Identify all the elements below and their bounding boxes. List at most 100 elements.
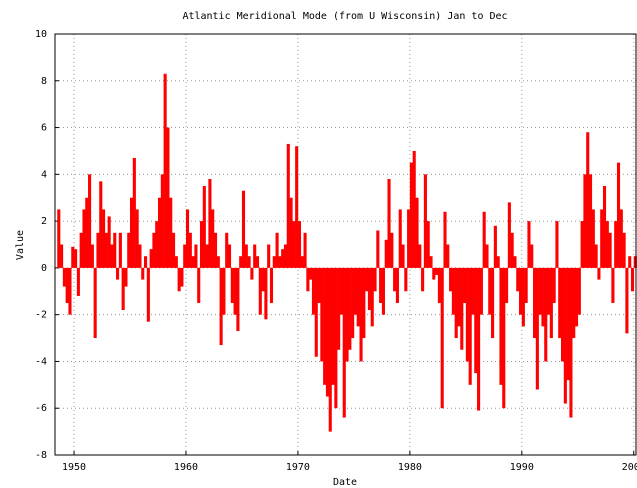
bar (628, 256, 632, 268)
bar (90, 244, 94, 268)
bar (527, 221, 531, 268)
bar (185, 209, 190, 268)
bar (549, 267, 553, 339)
bar (586, 132, 590, 268)
bar (362, 267, 366, 339)
bar (533, 267, 537, 339)
bar (149, 249, 153, 268)
bar (127, 232, 131, 268)
bar (88, 174, 92, 268)
bar (538, 267, 542, 315)
bar (395, 267, 399, 303)
bar (244, 244, 248, 268)
bar (460, 267, 464, 350)
bar (477, 267, 481, 411)
bar (381, 267, 385, 315)
bar (373, 267, 377, 292)
bar (463, 267, 467, 303)
bar (611, 267, 615, 303)
bar (303, 232, 307, 268)
bar (437, 267, 441, 303)
bar (76, 267, 80, 296)
bar (169, 197, 173, 268)
bar (345, 267, 349, 362)
bar (160, 174, 164, 268)
y-tick-label: 4 (41, 169, 47, 180)
bar (230, 267, 234, 303)
bar (555, 221, 559, 268)
y-tick-label: -8 (35, 450, 47, 461)
bar (493, 225, 497, 268)
bar (208, 179, 212, 268)
bar (530, 244, 534, 268)
bar (286, 143, 290, 268)
bar (614, 221, 618, 268)
bar (107, 216, 111, 268)
bar (96, 232, 100, 268)
bar (297, 221, 302, 268)
bar (183, 244, 187, 268)
bar (121, 267, 125, 310)
bar (132, 157, 136, 268)
bar (331, 267, 335, 385)
bar (471, 267, 475, 315)
bar (197, 267, 201, 303)
bar (569, 267, 573, 418)
bar (311, 267, 316, 315)
bar (65, 267, 69, 303)
bar (320, 267, 324, 362)
bar (435, 267, 439, 275)
bar (376, 230, 380, 268)
bar (93, 267, 97, 339)
bar (491, 267, 495, 339)
bar (337, 267, 341, 350)
bar (502, 267, 506, 409)
bar (398, 209, 402, 268)
bar (404, 267, 408, 292)
bar (513, 256, 517, 268)
bar (60, 244, 64, 268)
bar (630, 267, 635, 292)
bar (99, 181, 103, 268)
bar (250, 267, 254, 280)
bar (85, 197, 89, 268)
bar (619, 209, 623, 268)
y-tick-label: 10 (35, 29, 47, 40)
bar (306, 267, 310, 292)
bar (633, 256, 637, 268)
bar (574, 267, 579, 327)
bar (275, 232, 279, 268)
bar (211, 209, 215, 268)
bar (544, 267, 548, 362)
bar (547, 267, 551, 315)
bar (216, 256, 220, 268)
bar (510, 232, 514, 268)
bar (62, 267, 66, 287)
bar (253, 244, 257, 268)
bar (558, 267, 562, 339)
bar (440, 267, 444, 409)
bar (118, 232, 122, 268)
x-tick-label: 1990 (510, 462, 534, 473)
bar (166, 127, 170, 268)
bar (505, 267, 509, 303)
bar (485, 244, 489, 268)
bar (387, 179, 391, 268)
bar (272, 256, 276, 268)
bar (205, 244, 209, 268)
bar (454, 267, 458, 339)
bar (225, 232, 229, 268)
bar (602, 186, 607, 268)
bar (219, 267, 223, 346)
bar (622, 232, 626, 268)
bar (239, 256, 243, 268)
bar (269, 267, 274, 303)
bar (465, 267, 469, 362)
bar (423, 174, 427, 268)
bar (130, 197, 134, 268)
x-tick-label: 1970 (286, 462, 310, 473)
bar (202, 186, 206, 268)
bar (521, 267, 525, 327)
bar (124, 267, 128, 287)
